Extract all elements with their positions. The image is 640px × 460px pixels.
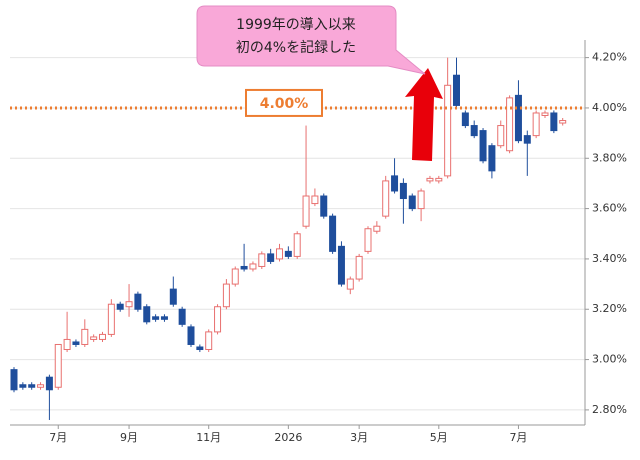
candle-body <box>426 177 434 182</box>
annotation-line: 1999年の導入以来 <box>236 17 356 33</box>
candle-body <box>152 316 160 320</box>
candle-body <box>391 175 399 192</box>
x-tick-label: 5月 <box>430 431 448 444</box>
candle-body <box>532 112 540 137</box>
candle-body <box>81 328 89 345</box>
candle-body <box>267 253 275 262</box>
candle-body <box>506 97 514 152</box>
plot: 2.80% 3.00% 3.20% 3.40% 3.60% 3.80% 4.00% 4.20%… <box>10 40 627 444</box>
candle-body <box>143 306 151 323</box>
candle-body <box>523 135 531 144</box>
candle-body <box>559 120 567 124</box>
x-tick-label: 7月 <box>509 431 527 444</box>
candle-body <box>541 112 549 116</box>
candle-body <box>470 125 478 137</box>
candle-body <box>337 245 345 285</box>
y-tick-label: 3.40% <box>592 252 627 265</box>
y-tick-label: 3.80% <box>592 151 627 164</box>
candle-body <box>355 255 363 280</box>
callout-box <box>196 5 426 75</box>
candle-body <box>178 308 186 325</box>
candle-body <box>19 384 27 388</box>
y-tick-label: 4.00% <box>592 101 627 114</box>
candle-body <box>222 283 230 308</box>
candle-body <box>364 228 372 252</box>
candle-body <box>54 343 62 388</box>
reference-label: 4.00% <box>260 96 309 112</box>
candle-body <box>461 112 469 127</box>
x-tick-label: 7月 <box>49 431 67 444</box>
candle-body <box>125 301 133 308</box>
candle-body <box>488 145 496 172</box>
candle-body <box>497 125 505 147</box>
candle-body <box>284 250 292 257</box>
candle-body <box>90 336 98 340</box>
candle-body <box>196 346 204 351</box>
candle-body <box>276 248 283 260</box>
candle-body <box>10 369 18 391</box>
candle-body <box>479 130 487 162</box>
candle-body <box>28 384 36 388</box>
candle-body <box>382 180 390 217</box>
candle-body <box>453 74 460 106</box>
reference-label-box <box>245 88 323 117</box>
candle-body <box>408 195 416 210</box>
candle-body <box>231 268 239 285</box>
candle-body <box>107 303 115 335</box>
x-tick-label: 3月 <box>350 431 368 444</box>
x-tick-label: 11月 <box>196 431 221 444</box>
candle-body <box>169 288 177 305</box>
candle-body <box>240 265 248 270</box>
candle-body <box>444 84 452 177</box>
candle-body <box>293 233 301 257</box>
candle-body <box>417 190 425 210</box>
candle-body <box>160 316 168 320</box>
x-tick-label: 2026 <box>274 431 302 444</box>
candle-body <box>187 326 195 345</box>
candle-body <box>373 225 381 232</box>
arrow <box>405 68 443 161</box>
callout: 1999年の導入以来 初の4%を記録した <box>196 5 426 75</box>
candle-body <box>249 263 257 270</box>
candle-body <box>550 112 558 132</box>
candle-body <box>514 94 522 142</box>
y-tick-label: 4.20% <box>592 51 627 64</box>
candle-body <box>346 278 354 290</box>
candle-body <box>63 338 71 351</box>
candle-body <box>205 331 213 351</box>
candle-body <box>302 195 310 227</box>
candle-body <box>45 376 53 391</box>
candle-body <box>99 333 106 340</box>
candle-body <box>72 341 80 345</box>
candle-body <box>116 303 124 310</box>
candle-body <box>258 253 266 267</box>
y-tick-label: 3.60% <box>592 202 627 215</box>
candle-body <box>435 177 443 182</box>
x-tick-label: 9月 <box>120 431 138 444</box>
candle-body <box>311 195 319 205</box>
candle-body <box>134 293 142 310</box>
candle-body <box>399 182 407 200</box>
candle-body <box>37 384 45 388</box>
candle-body <box>320 195 328 217</box>
y-tick-label: 3.00% <box>592 353 627 366</box>
y-tick-label: 3.20% <box>592 302 627 315</box>
annotation-line: 初の4%を記録した <box>236 39 356 56</box>
candle-body <box>214 306 222 333</box>
y-tick-label: 2.80% <box>592 403 627 416</box>
candle-body <box>329 215 337 252</box>
